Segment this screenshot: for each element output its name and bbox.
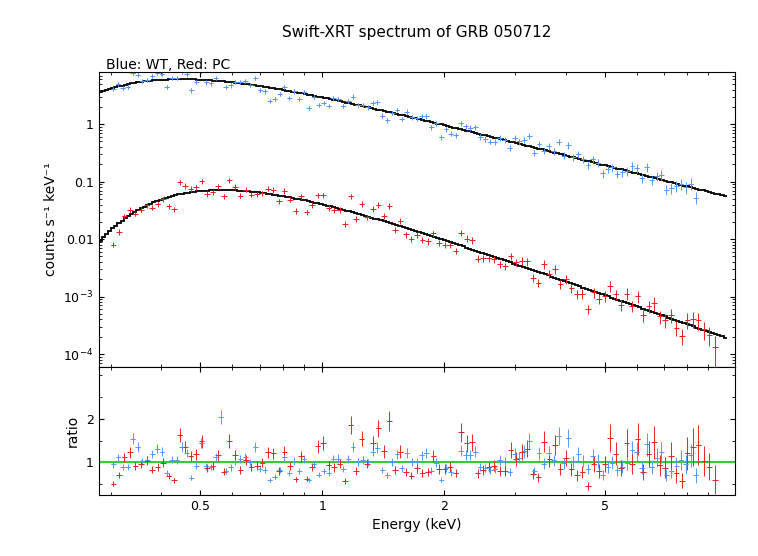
Y-axis label: ratio: ratio	[66, 415, 80, 447]
Y-axis label: counts s⁻¹ keV⁻¹: counts s⁻¹ keV⁻¹	[44, 163, 58, 276]
X-axis label: Energy (keV): Energy (keV)	[372, 518, 462, 532]
Text: Swift-XRT spectrum of GRB 050712: Swift-XRT spectrum of GRB 050712	[282, 25, 552, 40]
Text: Blue: WT, Red: PC: Blue: WT, Red: PC	[106, 58, 230, 72]
